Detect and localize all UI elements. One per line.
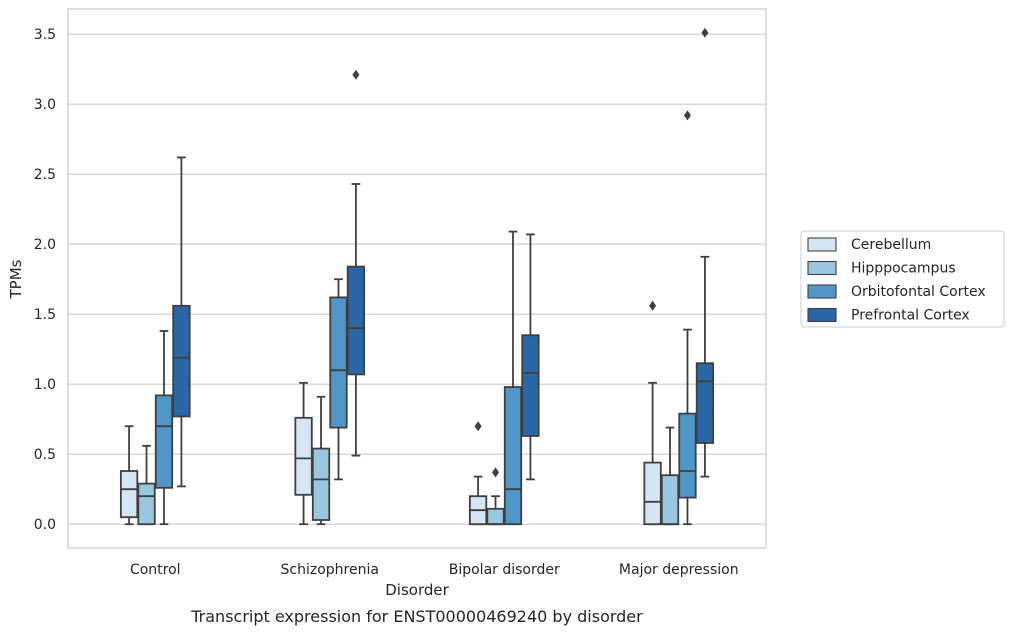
legend-label: Cerebellum	[851, 237, 931, 253]
box-iqr	[643, 461, 662, 526]
box-iqr	[521, 334, 540, 437]
box-hipppocampus	[311, 395, 331, 526]
legend-swatch	[807, 237, 837, 252]
x-axis-label: Disorder	[385, 581, 449, 599]
outlier-point	[474, 421, 482, 432]
box-iqr	[660, 474, 680, 526]
y-tick-label: 3.5	[34, 27, 56, 43]
box-iqr	[137, 482, 156, 526]
box-hipppocampus	[486, 467, 505, 526]
box-iqr	[172, 304, 191, 418]
box-orbitofontal-cortex	[329, 278, 348, 481]
x-tick-label: Major depression	[619, 562, 739, 578]
y-tick-label: 1.0	[34, 377, 56, 393]
y-tick-labels: 0.0 0.5 1.0 1.5 2.0 2.5 3.0 3.5	[34, 27, 56, 533]
outlier-point	[649, 300, 657, 311]
box-iqr	[695, 362, 715, 444]
x-tick-label: Bipolar disorder	[449, 562, 560, 578]
box-iqr	[329, 296, 348, 429]
box-iqr	[119, 470, 139, 519]
box-cerebellum	[468, 421, 488, 526]
box-cerebellum	[294, 381, 313, 526]
box-iqr	[154, 394, 174, 489]
y-axis-label: TPMs	[7, 259, 25, 299]
y-tick-label: 0.5	[34, 447, 56, 463]
box-iqr	[311, 447, 331, 521]
legend-label: Prefrontal Cortex	[851, 308, 970, 324]
legend: Cerebellum Hipppocampus Orbitofontal Corte…	[800, 230, 1005, 328]
y-tick-label: 2.0	[34, 237, 56, 253]
box-iqr	[294, 416, 313, 496]
outlier-point	[683, 110, 691, 121]
outlier-point	[701, 27, 709, 38]
box-orbitofontal-cortex	[678, 110, 697, 526]
box-cerebellum	[643, 300, 662, 526]
legend-swatch	[807, 307, 837, 323]
y-tick-label: 2.5	[34, 167, 56, 183]
box-prefrontal-cortex	[346, 69, 366, 457]
box-iqr	[346, 265, 366, 376]
legend-swatch	[807, 260, 837, 276]
box-prefrontal-cortex	[521, 233, 540, 481]
box-series	[119, 27, 715, 526]
y-tick-label: 3.0	[34, 97, 56, 113]
y-tick-label: 0.0	[34, 517, 56, 533]
box-prefrontal-cortex	[172, 156, 191, 488]
x-tick-label: Control	[130, 562, 181, 578]
box-cerebellum	[119, 425, 139, 526]
box-orbitofontal-cortex	[503, 230, 523, 526]
box-hipppocampus	[660, 426, 680, 526]
outlier-point	[352, 69, 360, 80]
x-tick-label: Schizophrenia	[281, 562, 379, 578]
y-tick-label: 1.5	[34, 307, 56, 323]
box-prefrontal-cortex	[695, 27, 715, 478]
x-tick-labels: Control Schizophrenia Bipolar disorder Majo…	[130, 562, 739, 578]
plot-frame	[67, 8, 767, 549]
box-orbitofontal-cortex	[154, 330, 174, 526]
legend-label: Hipppocampus	[851, 261, 956, 277]
legend-label: Orbitofontal Cortex	[851, 284, 986, 300]
box-hipppocampus	[137, 444, 156, 526]
chart-caption: Transcript expression for ENST0000046924…	[190, 607, 643, 626]
outlier-point	[492, 467, 500, 478]
legend-swatch	[807, 284, 837, 299]
legend-frame	[800, 230, 1005, 328]
box-iqr	[486, 507, 505, 526]
box-iqr	[503, 386, 523, 526]
box-iqr	[678, 412, 697, 499]
